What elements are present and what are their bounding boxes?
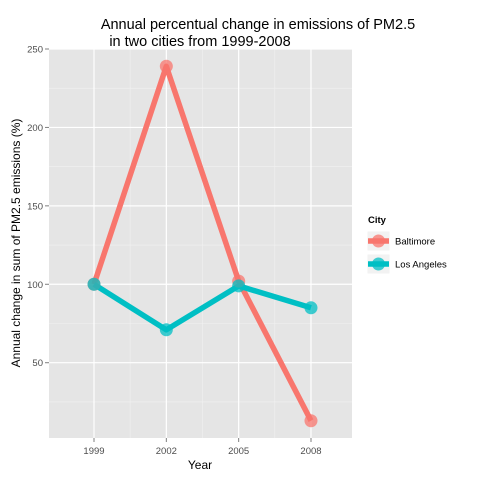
data-point-baltimore	[159, 59, 173, 73]
x-tick-label: 2005	[228, 446, 249, 457]
chart-title-line-1: Annual percentual change in emissions of…	[101, 17, 415, 33]
y-tick-label: 200	[27, 123, 43, 134]
x-tick-label: 2008	[300, 446, 321, 457]
data-point-los-angeles	[232, 279, 246, 293]
x-tick-label: 2002	[156, 446, 177, 457]
data-point-los-angeles	[87, 277, 101, 291]
chart-title-line-2: in two cities from 1999-2008	[109, 34, 290, 50]
y-axis-title: Annual change in sum of PM2.5 emissions …	[9, 119, 23, 368]
legend-key-point	[372, 234, 385, 248]
series-lines	[91, 63, 314, 422]
x-tick-label: 1999	[83, 446, 104, 457]
y-axis: 50 100 150 200 250	[27, 45, 49, 369]
x-axis-title: Year	[188, 458, 212, 472]
y-tick-label: 100	[27, 280, 43, 291]
grid	[49, 48, 352, 438]
y-tick-label: 250	[27, 45, 43, 56]
y-tick-label: 150	[27, 201, 43, 212]
y-tick-label: 50	[32, 358, 43, 369]
legend-label: Los Angeles	[395, 260, 447, 271]
legend: City Baltimore Los Angeles	[366, 215, 447, 275]
data-point-los-angeles	[304, 301, 318, 315]
data-point-baltimore	[304, 414, 318, 428]
plot-panel	[49, 49, 352, 438]
series-points	[87, 59, 318, 428]
data-point-los-angeles	[159, 323, 173, 337]
series-line-los-angeles	[92, 281, 312, 333]
x-axis: 1999 2002 2005 2008	[83, 438, 322, 457]
legend-label: Baltimore	[395, 237, 435, 248]
series-line-baltimore	[91, 63, 314, 422]
legend-title: City	[368, 215, 387, 226]
legend-key-point	[372, 257, 385, 271]
